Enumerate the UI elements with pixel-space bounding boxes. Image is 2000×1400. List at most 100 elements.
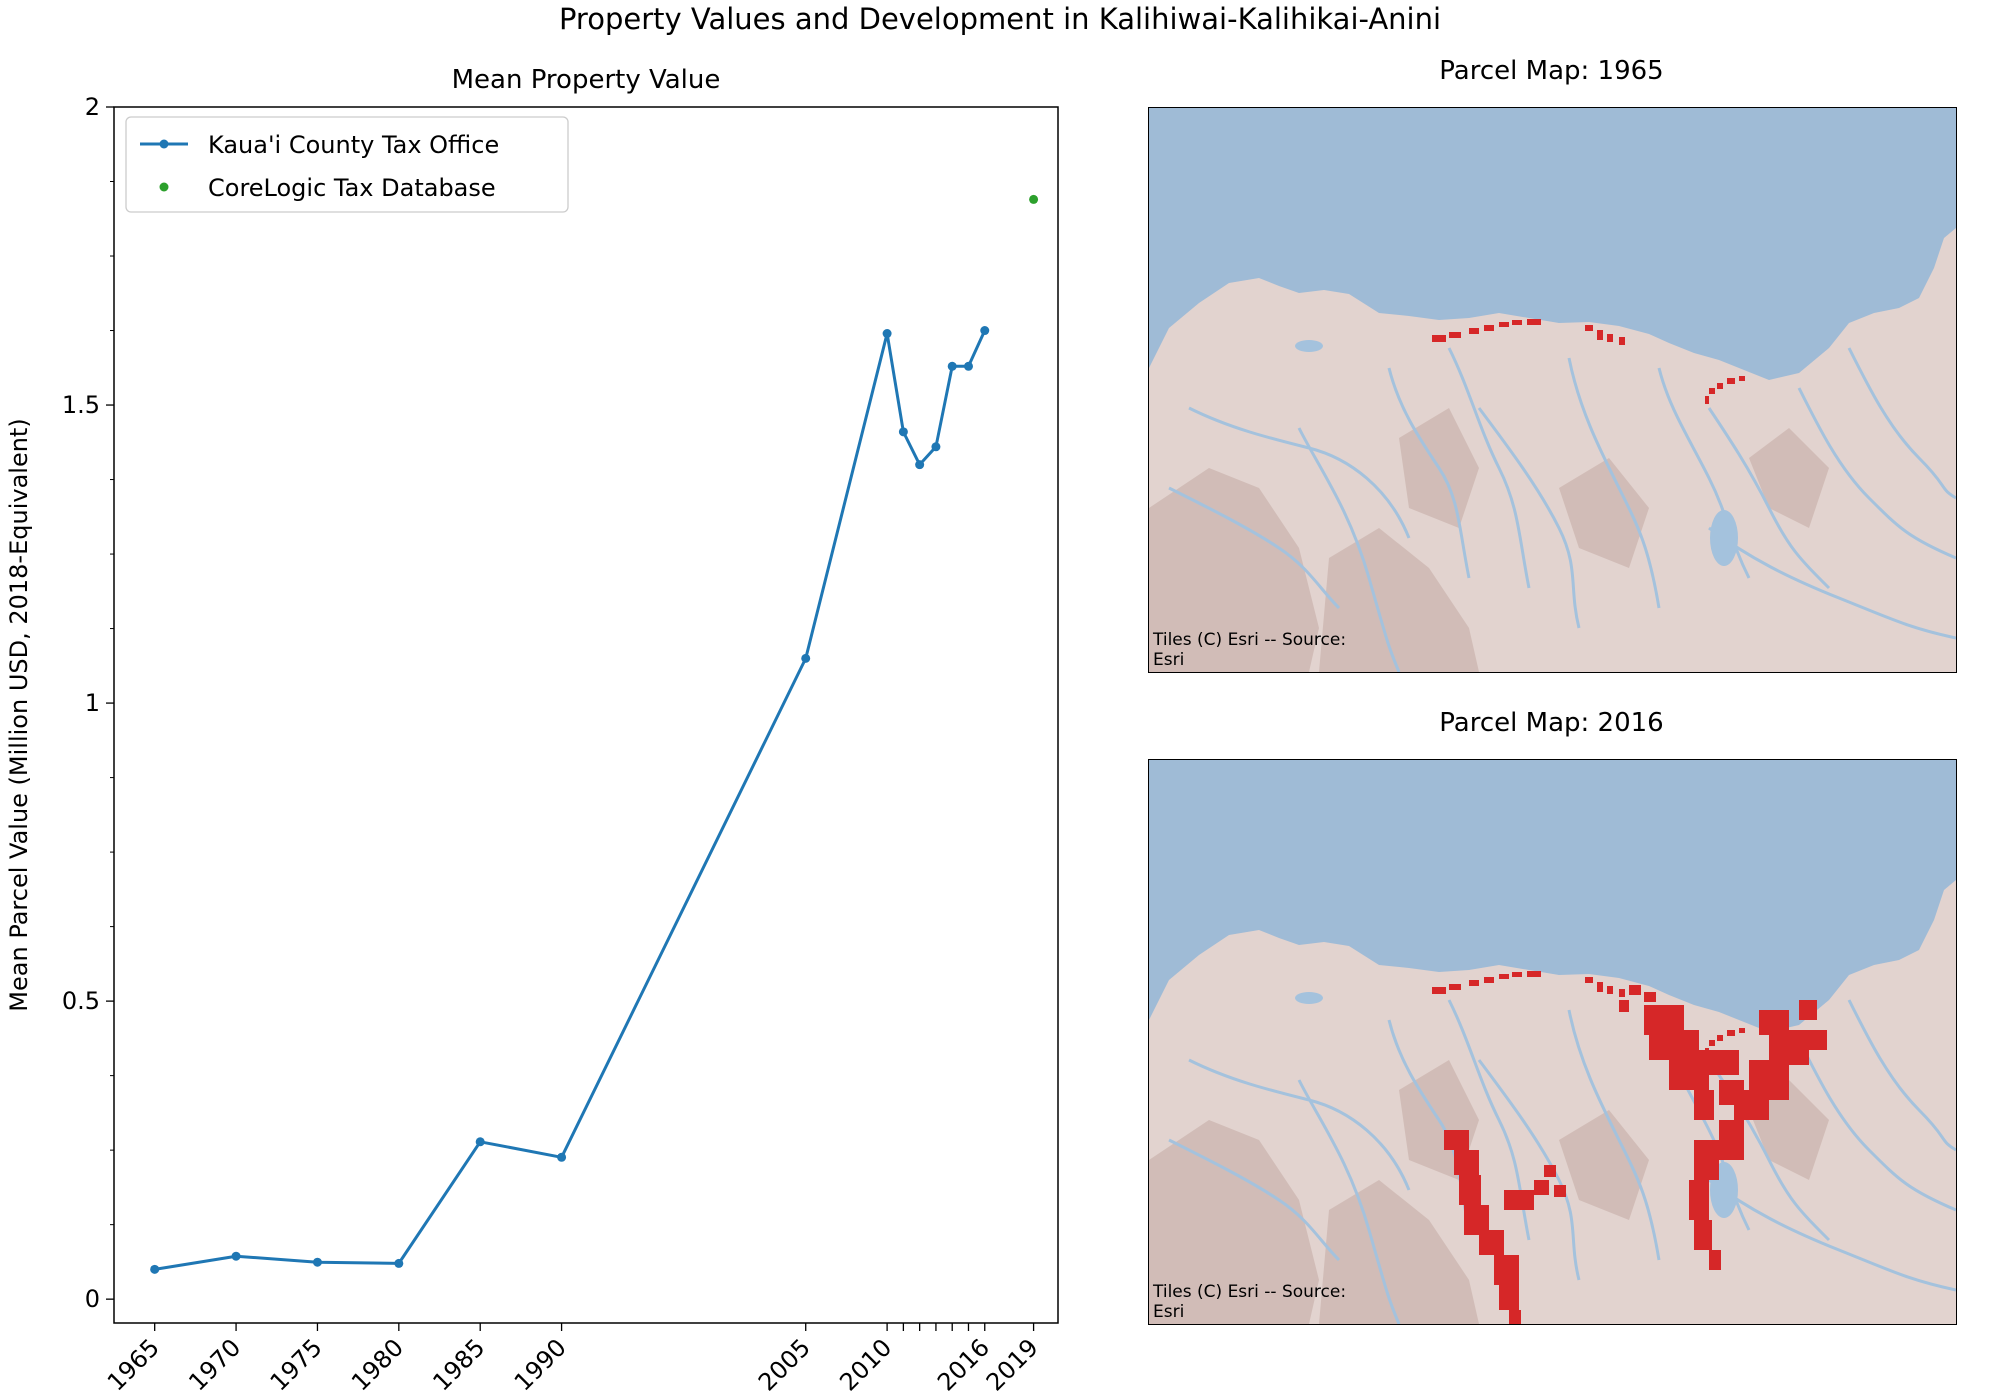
data-point-county <box>312 1257 322 1267</box>
terrain-shade <box>1559 458 1649 568</box>
parcel <box>1469 328 1479 334</box>
stream-line <box>1847 347 1956 500</box>
parcel <box>1709 1050 1739 1075</box>
x-tick-label: 1980 <box>346 1333 409 1396</box>
terrain-shade <box>1749 428 1829 528</box>
data-point-county <box>947 361 957 371</box>
y-tick-label: 0.5 <box>62 987 100 1015</box>
parcel <box>1709 1250 1721 1270</box>
data-point-county <box>882 329 892 339</box>
reservoir <box>1710 510 1738 566</box>
data-point-county <box>150 1264 160 1274</box>
data-point-county <box>231 1251 241 1261</box>
parcel <box>1717 1035 1723 1041</box>
parcel <box>1432 335 1446 342</box>
stream-line <box>1567 357 1661 609</box>
parcel <box>1709 1040 1715 1046</box>
x-tick-label: 2019 <box>981 1333 1044 1396</box>
parcel <box>1734 1090 1769 1120</box>
stream-line <box>1707 407 1831 590</box>
parcel <box>1769 1030 1809 1065</box>
data-point-county <box>898 427 908 437</box>
terrain-shade <box>1149 468 1319 672</box>
parcel <box>1449 332 1461 338</box>
parcel <box>1494 1255 1519 1285</box>
x-tick-label: 2010 <box>834 1333 897 1396</box>
parcel <box>1469 980 1479 986</box>
data-point-corelogic <box>1029 194 1039 204</box>
parcel <box>1544 1165 1556 1177</box>
stream-line <box>1477 407 1581 629</box>
parcel <box>1527 319 1541 325</box>
map-attribution: Tiles (C) Esri -- Source: Esri <box>1153 1282 1347 1322</box>
parcel <box>1619 989 1625 997</box>
legend-marker-corelogic <box>159 182 169 192</box>
parcel <box>1534 1180 1549 1195</box>
x-tick-label: 2016 <box>932 1333 995 1396</box>
parcel <box>1597 982 1603 992</box>
reservoir <box>1295 340 1323 352</box>
parcel <box>1629 985 1641 995</box>
data-point-county <box>915 460 925 470</box>
stream-line <box>1168 486 1341 610</box>
data-point-county <box>394 1258 404 1268</box>
stream-line <box>1297 427 1401 672</box>
parcel <box>1669 1050 1709 1090</box>
parcel <box>1619 1000 1629 1012</box>
y-tick-label: 2 <box>85 93 100 121</box>
parcel <box>1449 984 1461 990</box>
data-point-county <box>557 1152 567 1162</box>
reservoir <box>1295 992 1323 1004</box>
data-point-county <box>475 1137 485 1147</box>
parcel <box>1727 378 1735 384</box>
parcel <box>1499 322 1509 327</box>
stream-line <box>1797 387 1956 560</box>
parcel <box>1512 320 1522 325</box>
legend-marker-county <box>159 139 169 149</box>
x-tick-label: 2005 <box>753 1333 816 1396</box>
terrain-shade <box>1319 528 1479 672</box>
parcel <box>1739 1028 1745 1033</box>
parcel <box>1607 986 1613 994</box>
x-tick-label: 1965 <box>102 1333 165 1396</box>
terrain-shade <box>1149 1120 1319 1324</box>
parcel <box>1509 1310 1521 1324</box>
x-tick-label: 1985 <box>427 1333 490 1396</box>
parcel <box>1459 1175 1481 1205</box>
chart-title: Mean Property Value <box>452 65 721 95</box>
data-point-county <box>980 326 990 336</box>
parcel <box>1499 1285 1519 1310</box>
plot-frame <box>113 106 1059 1324</box>
parcel <box>1484 977 1494 983</box>
parcel <box>1619 337 1625 345</box>
parcel <box>1484 325 1494 331</box>
parcel <box>1644 992 1656 1002</box>
stream-line <box>1477 1059 1581 1281</box>
parcel <box>1705 396 1709 404</box>
data-point-county <box>931 442 941 452</box>
terrain-shade <box>1559 1110 1649 1220</box>
parcel <box>1585 325 1593 331</box>
map-1965[interactable]: Tiles (C) Esri -- Source: Esri <box>1148 107 1957 673</box>
parcel <box>1799 1000 1817 1020</box>
stream-line <box>1297 1079 1401 1324</box>
parcel <box>1504 1190 1534 1210</box>
y-tick-label: 1.5 <box>62 391 100 419</box>
basemap-terrain-2016 <box>1149 880 1956 1324</box>
parcel <box>1694 1140 1719 1180</box>
stream-line <box>1387 367 1471 579</box>
map-attribution: Tiles (C) Esri -- Source: Esri <box>1153 630 1347 670</box>
parcel <box>1727 1030 1735 1036</box>
parcel <box>1454 1150 1479 1175</box>
map-2016-title: Parcel Map: 2016 <box>1439 708 1664 738</box>
parcel <box>1739 376 1745 381</box>
map-2016[interactable]: Tiles (C) Esri -- Source: Esri <box>1148 759 1957 1325</box>
legend-label-county: Kaua'i County Tax Office <box>208 131 499 159</box>
terrain-shade <box>1319 1180 1479 1324</box>
y-tick-label: 0 <box>85 1285 100 1313</box>
parcel <box>1527 971 1541 977</box>
parcel <box>1694 1090 1714 1120</box>
parcel <box>1554 1185 1566 1197</box>
y-axis-label: Mean Parcel Value (Million USD, 2018-Equ… <box>5 418 33 1011</box>
x-tick-label: 1975 <box>265 1333 328 1396</box>
